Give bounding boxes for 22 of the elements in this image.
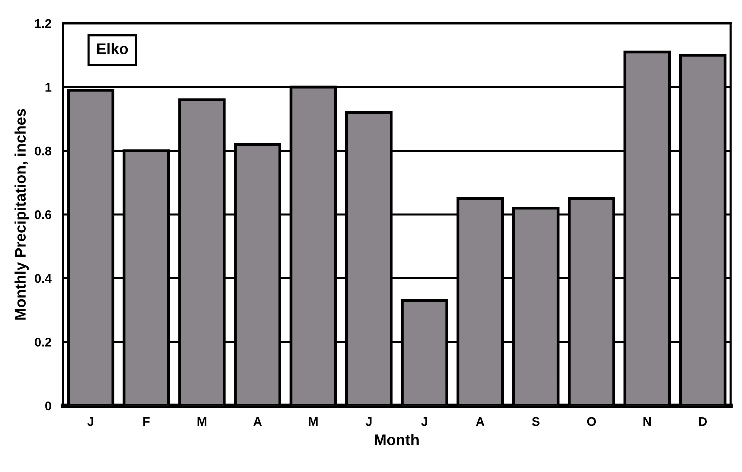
y-axis-title: Monthly Precipitation, inches bbox=[14, 109, 30, 320]
y-tick-label: 1.2 bbox=[35, 19, 52, 28]
x-tick-label: M bbox=[198, 417, 207, 426]
y-tick-label: 0.2 bbox=[35, 338, 52, 347]
y-tick-label: 1 bbox=[46, 83, 52, 92]
x-tick-label: S bbox=[532, 417, 540, 426]
x-axis-title: Month bbox=[375, 434, 419, 446]
x-tick-label: A bbox=[476, 417, 485, 426]
x-tick-label: F bbox=[144, 417, 150, 426]
x-tick-label: J bbox=[422, 417, 428, 426]
y-tick-label: 0.8 bbox=[35, 146, 52, 156]
y-tick-label: 0.4 bbox=[35, 274, 52, 284]
x-tick-label: D bbox=[699, 417, 708, 426]
x-tick-label: J bbox=[366, 417, 372, 426]
y-tick-label: 0.6 bbox=[35, 210, 52, 220]
x-tick-label: A bbox=[254, 417, 262, 426]
annotation: Elko bbox=[97, 43, 128, 54]
x-tick-label: M bbox=[309, 417, 318, 426]
x-tick-label: O bbox=[587, 417, 596, 426]
x-tick-label: J bbox=[88, 417, 94, 426]
y-tick-label: 0 bbox=[46, 402, 52, 411]
x-tick-label: N bbox=[644, 417, 652, 426]
